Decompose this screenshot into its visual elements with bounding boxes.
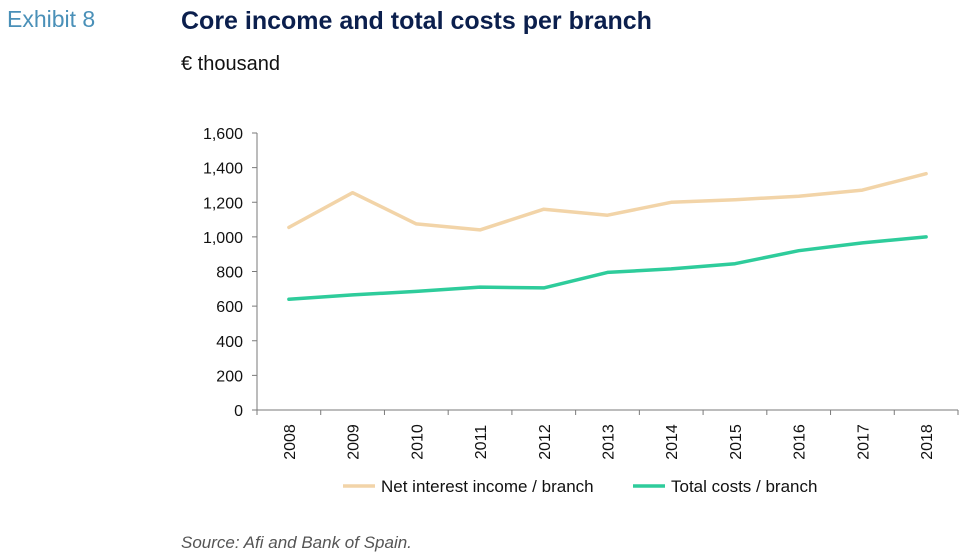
data-point [733, 262, 737, 265]
data-point [287, 298, 291, 301]
series-line [287, 235, 928, 301]
y-axis-ticks: 0 200 400 600 800 1,000 1,200 1,400 1,600 [203, 126, 257, 420]
data-point [542, 207, 545, 211]
y-tick-label: 600 [216, 299, 243, 316]
y-tick-label: 800 [216, 265, 243, 282]
legend-label: Net interest income / branch [381, 477, 594, 496]
data-point [670, 201, 673, 204]
y-tick-label: 1,000 [203, 230, 243, 247]
y-tick-label: 0 [234, 403, 243, 420]
data-point [924, 235, 928, 239]
data-point [542, 286, 545, 290]
data-point [797, 249, 800, 252]
x-tick-label: 2014 [664, 424, 681, 460]
data-point [733, 198, 737, 201]
data-point [478, 228, 482, 232]
source-note: Source: Afi and Bank of Spain. [181, 533, 412, 552]
data-point [478, 285, 482, 289]
y-tick-label: 1,400 [203, 161, 243, 178]
y-tick-label: 200 [216, 368, 243, 385]
y-tick-label: 1,200 [203, 195, 243, 212]
chart-title: Core income and total costs per branch [181, 7, 652, 35]
series-line [287, 171, 928, 232]
x-tick-label: 2011 [473, 425, 490, 460]
data-point [606, 271, 609, 274]
x-tick-label: 2009 [346, 424, 363, 460]
series-lines [287, 171, 928, 301]
x-tick-label: 2010 [409, 424, 426, 460]
chart-subtitle: € thousand [181, 53, 280, 75]
x-tick-label: 2012 [537, 424, 554, 460]
data-point [797, 194, 800, 198]
x-tick-label: 2017 [855, 424, 872, 460]
data-point [351, 191, 354, 194]
data-point [670, 267, 673, 271]
legend-label: Total costs / branch [671, 477, 817, 496]
data-point [861, 241, 864, 245]
data-point [415, 222, 418, 226]
data-point [351, 293, 354, 297]
data-point [415, 290, 418, 293]
legend: Net interest income / branch Total costs … [343, 477, 817, 496]
x-axis-ticks: 2008 2009 2010 2011 2012 2013 2014 2015 2016 2017… [256, 410, 959, 460]
data-point [924, 172, 928, 175]
y-tick-label: 400 [216, 334, 243, 351]
x-tick-label: 2016 [792, 424, 809, 460]
x-tick-label: 2008 [282, 424, 299, 460]
exhibit-label: Exhibit 8 [7, 6, 96, 32]
x-tick-label: 2018 [919, 424, 936, 460]
y-tick-label: 1,600 [203, 126, 243, 143]
x-tick-label: 2015 [728, 424, 745, 460]
data-point [287, 226, 291, 229]
data-point [606, 214, 609, 217]
data-point [861, 188, 864, 192]
x-tick-label: 2013 [601, 424, 618, 460]
